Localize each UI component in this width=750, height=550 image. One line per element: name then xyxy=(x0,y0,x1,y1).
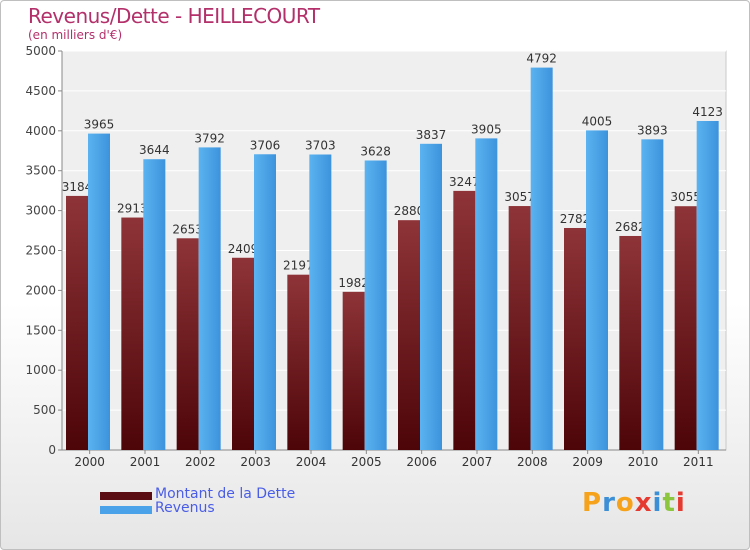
y-tick-label: 3000 xyxy=(25,204,56,218)
x-tick-label: 2008 xyxy=(517,455,548,469)
legend-label-revenus: Revenus xyxy=(155,500,215,516)
chart-subtitle: (en milliers d'€) xyxy=(28,28,123,42)
chart-title: Revenus/Dette - HEILLECOURT xyxy=(28,4,320,28)
data-label-dette: 2782 xyxy=(560,212,591,226)
x-tick-label: 2001 xyxy=(130,455,161,469)
data-label-dette: 3184 xyxy=(62,180,93,194)
logo-letter: o xyxy=(615,488,635,518)
logo-letter: r xyxy=(602,488,616,518)
data-label-revenus: 3905 xyxy=(471,122,502,136)
data-label-dette: 2880 xyxy=(394,204,425,218)
data-label-dette: 2913 xyxy=(117,202,148,216)
bar-revenus xyxy=(420,143,442,450)
data-label-revenus: 3792 xyxy=(194,131,225,145)
x-tick-label: 2003 xyxy=(240,455,271,469)
x-tick-label: 2007 xyxy=(462,455,493,469)
y-tick-label: 5000 xyxy=(25,44,56,58)
x-tick-label: 2009 xyxy=(572,455,603,469)
bar-revenus xyxy=(641,139,664,450)
logo-letter: t xyxy=(662,488,676,518)
bar-dette xyxy=(121,217,144,450)
bar-revenus xyxy=(309,154,332,450)
data-label-dette: 3057 xyxy=(504,190,535,204)
data-label-dette: 2653 xyxy=(172,222,203,236)
y-tick-label: 4500 xyxy=(25,84,56,98)
bar-revenus xyxy=(475,138,498,451)
bar-dette xyxy=(453,190,476,450)
y-tick-label: 500 xyxy=(33,403,56,417)
x-tick-label: 2005 xyxy=(351,455,382,469)
data-label-revenus: 3965 xyxy=(84,118,115,132)
bar-dette xyxy=(619,235,642,450)
bar-dette xyxy=(398,220,420,450)
bar-revenus xyxy=(254,154,276,450)
legend-swatch-dette xyxy=(100,492,152,500)
y-tick-label: 0 xyxy=(48,443,56,457)
bar-dette xyxy=(232,257,254,450)
data-label-revenus: 4123 xyxy=(692,105,723,119)
logo-letter: x xyxy=(634,488,653,518)
data-label-dette: 1982 xyxy=(338,276,369,290)
x-tick-label: 2002 xyxy=(185,455,216,469)
data-label-revenus: 3644 xyxy=(139,143,170,157)
x-tick-label: 2006 xyxy=(406,455,437,469)
data-label-dette: 2409 xyxy=(228,242,259,256)
bar-revenus xyxy=(364,160,387,450)
bar-dette xyxy=(287,274,310,450)
logo-letter: i xyxy=(675,488,686,518)
x-tick-label: 2011 xyxy=(683,455,714,469)
y-tick-label: 2500 xyxy=(25,244,56,258)
bar-revenus xyxy=(586,130,608,450)
x-tick-label: 2004 xyxy=(296,455,327,469)
data-label-revenus: 3706 xyxy=(250,138,281,152)
x-tick-label: 2000 xyxy=(74,455,105,469)
bar-revenus xyxy=(198,147,221,450)
data-label-dette: 2682 xyxy=(615,220,646,234)
data-label-revenus: 3628 xyxy=(360,144,391,158)
bar-revenus xyxy=(696,120,719,451)
data-label-revenus: 3837 xyxy=(416,128,447,142)
legend-label-dette: Montant de la Dette xyxy=(155,486,296,502)
data-label-dette: 3247 xyxy=(449,175,480,189)
data-label-revenus: 3703 xyxy=(305,139,336,153)
data-label-revenus: 4792 xyxy=(526,52,557,66)
data-label-dette: 2197 xyxy=(283,259,314,273)
bar-dette xyxy=(176,238,199,450)
bar-dette xyxy=(66,195,88,450)
bar-dette xyxy=(564,227,586,450)
data-label-revenus: 4005 xyxy=(582,114,613,128)
data-label-revenus: 3893 xyxy=(637,123,668,137)
bar-revenus xyxy=(88,133,110,450)
y-tick-label: 2000 xyxy=(25,283,56,297)
y-tick-label: 1500 xyxy=(25,323,56,337)
bar-dette xyxy=(508,206,531,450)
y-tick-label: 1000 xyxy=(25,363,56,377)
bar-revenus xyxy=(530,67,553,451)
x-tick-label: 2010 xyxy=(628,455,659,469)
y-tick-label: 3500 xyxy=(25,164,56,178)
bar-dette xyxy=(342,291,365,450)
data-label-dette: 3055 xyxy=(670,190,701,204)
logo-letter: i xyxy=(652,488,663,518)
bar-dette xyxy=(674,206,697,450)
y-tick-label: 4000 xyxy=(25,124,56,138)
proxiti-logo: Proxiti xyxy=(582,488,686,518)
bar-revenus xyxy=(143,159,166,450)
legend-swatch-revenus xyxy=(100,506,152,514)
logo-letter: P xyxy=(582,488,603,518)
